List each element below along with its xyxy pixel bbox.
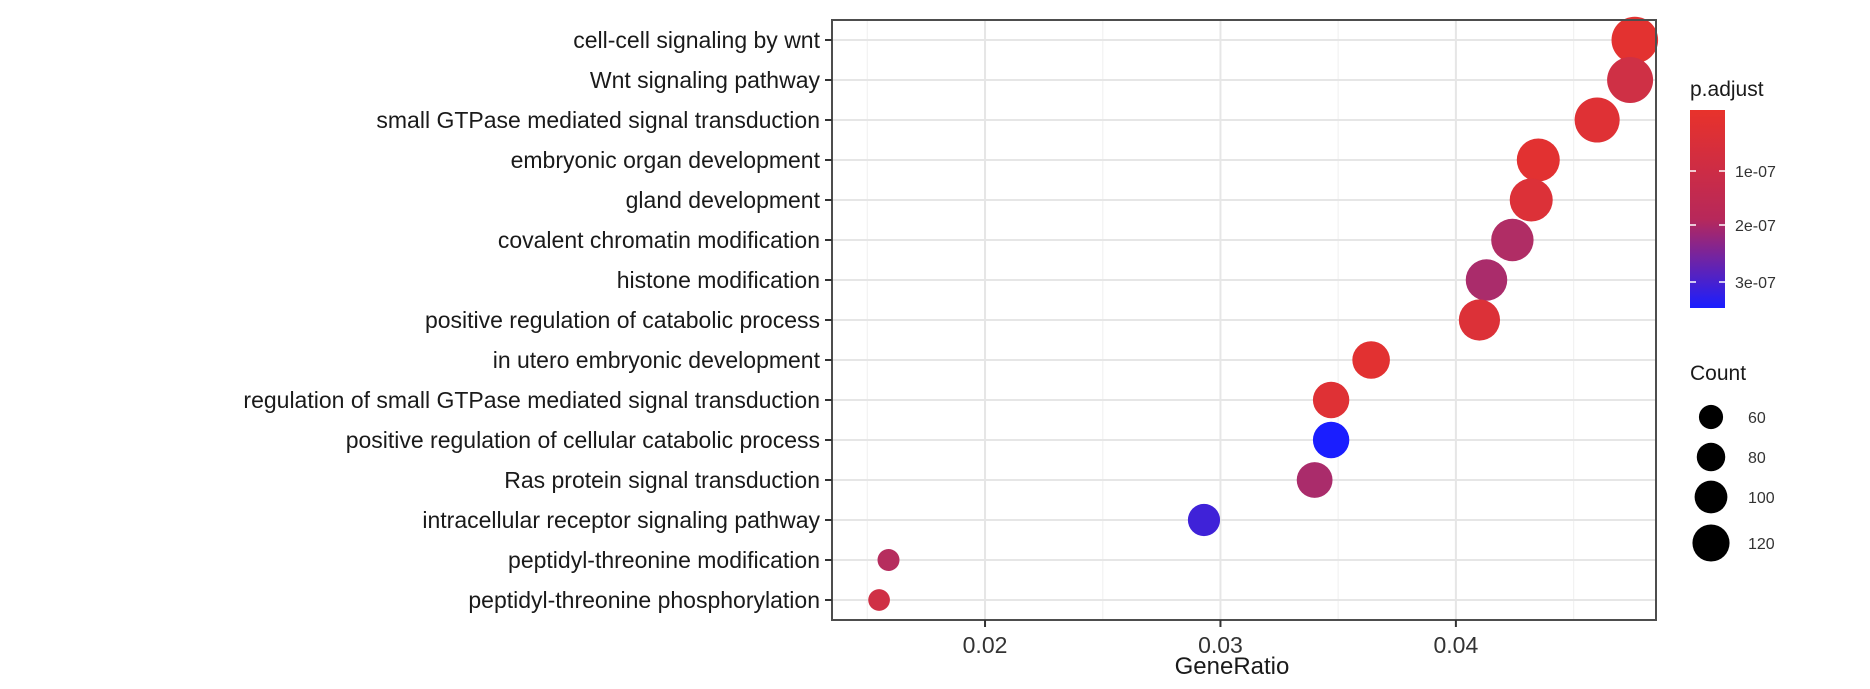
y-tick-label: regulation of small GTPase mediated sign…	[243, 387, 820, 413]
data-point	[1611, 16, 1659, 64]
data-point	[1296, 462, 1333, 498]
y-tick-label: cell-cell signaling by wnt	[573, 27, 820, 53]
size-legend-title: Count	[1690, 362, 1746, 385]
y-axis-labels: cell-cell signaling by wnt Wnt signaling …	[243, 27, 832, 613]
size-legend-label: 60	[1748, 410, 1766, 427]
y-tick-label: intracellular receptor signaling pathway	[422, 507, 820, 533]
data-point	[1607, 57, 1654, 103]
size-legend-label: 120	[1748, 536, 1775, 553]
y-tick-label: positive regulation of cellular cataboli…	[346, 427, 820, 453]
data-point	[1458, 299, 1501, 341]
data-point	[868, 589, 890, 611]
size-legend-dot	[1698, 404, 1724, 430]
y-tick-label: small GTPase mediated signal transductio…	[376, 107, 820, 133]
data-point	[1465, 259, 1508, 301]
data-points	[868, 16, 1659, 611]
y-tick-label: gland development	[626, 187, 821, 213]
y-tick-label: Wnt signaling pathway	[590, 67, 821, 93]
size-legend-label: 80	[1748, 450, 1766, 467]
x-tick-label: 0.03	[1198, 632, 1243, 658]
color-legend: p.adjust 1e-07 2e-07 3e-07	[1690, 78, 1776, 308]
size-legend-label: 100	[1748, 490, 1775, 507]
y-tick-label: histone modification	[617, 267, 820, 293]
color-legend-bar	[1690, 110, 1725, 308]
data-point	[1516, 138, 1560, 182]
x-axis: 0.02 0.03 0.04 GeneRatio	[963, 620, 1479, 680]
y-tick-label: Ras protein signal transduction	[504, 467, 820, 493]
y-tick-label: peptidyl-threonine modification	[508, 547, 820, 573]
color-legend-tick-label: 2e-07	[1735, 218, 1776, 235]
y-tick-label: in utero embryonic development	[493, 347, 821, 373]
data-point	[877, 549, 900, 571]
size-legend-dot	[1694, 480, 1728, 514]
color-legend-tick-label: 3e-07	[1735, 275, 1776, 292]
color-legend-tick-label: 1e-07	[1735, 164, 1776, 181]
size-legend: Count 60 80 100 120	[1690, 362, 1775, 562]
size-legend-dot	[1696, 442, 1726, 472]
x-axis-title: GeneRatio	[1175, 653, 1290, 680]
data-point	[1491, 218, 1534, 262]
x-tick-label: 0.04	[1434, 632, 1479, 658]
size-legend-dot	[1692, 524, 1730, 562]
data-point	[1509, 178, 1553, 222]
color-legend-title: p.adjust	[1690, 78, 1764, 101]
y-tick-label: positive regulation of catabolic process	[425, 307, 820, 333]
y-tick-label: embryonic organ development	[511, 147, 821, 173]
data-point	[1574, 97, 1620, 143]
y-tick-label: peptidyl-threonine phosphorylation	[468, 587, 820, 613]
data-point	[1312, 421, 1350, 459]
data-point	[1352, 341, 1390, 379]
data-point	[1187, 503, 1221, 537]
data-point	[1312, 381, 1350, 419]
x-tick-label: 0.02	[963, 632, 1008, 658]
y-tick-label: covalent chromatin modification	[498, 227, 820, 253]
